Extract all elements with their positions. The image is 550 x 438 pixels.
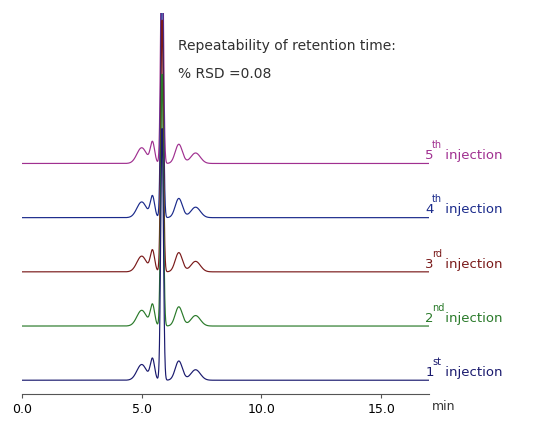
Text: nd: nd xyxy=(432,303,444,313)
Text: injection: injection xyxy=(441,366,503,379)
Text: 5: 5 xyxy=(425,149,434,162)
Text: Repeatability of retention time:: Repeatability of retention time: xyxy=(178,39,395,53)
Text: injection: injection xyxy=(441,312,503,325)
Text: st: st xyxy=(432,357,441,367)
Text: min: min xyxy=(431,400,455,413)
Text: rd: rd xyxy=(432,249,442,259)
Text: injection: injection xyxy=(441,149,503,162)
Text: % RSD =0.08: % RSD =0.08 xyxy=(178,67,271,81)
Text: 1: 1 xyxy=(425,366,434,379)
Text: injection: injection xyxy=(441,204,503,216)
Text: injection: injection xyxy=(441,258,503,271)
Text: 3: 3 xyxy=(425,258,434,271)
Text: 2: 2 xyxy=(425,312,434,325)
Text: th: th xyxy=(432,140,442,150)
Text: 4: 4 xyxy=(425,204,434,216)
Text: th: th xyxy=(432,194,442,205)
